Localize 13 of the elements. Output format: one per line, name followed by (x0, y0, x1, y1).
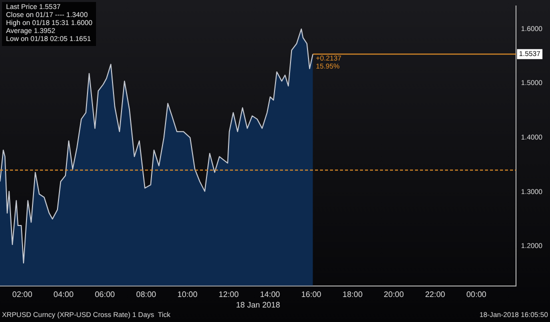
x-tick-label: 00:00 (466, 290, 487, 299)
x-tick-label: 16:00 (301, 290, 322, 299)
x-tick-label: 18:00 (342, 290, 364, 299)
x-tick-label: 10:00 (177, 290, 198, 299)
x-tick-label: 08:00 (136, 290, 157, 299)
x-tick-label: 12:00 (218, 290, 240, 299)
x-tick-label: 14:00 (260, 290, 281, 299)
x-tick-label: 20:00 (384, 290, 404, 299)
x-tick-label: 04:00 (54, 290, 74, 299)
x-tick-label: 22:00 (425, 290, 446, 299)
x-axis-title: 18 Jan 2018 (236, 300, 281, 310)
x-tick-label: 02:00 (12, 290, 33, 299)
x-tick-label: 06:00 (94, 290, 116, 299)
